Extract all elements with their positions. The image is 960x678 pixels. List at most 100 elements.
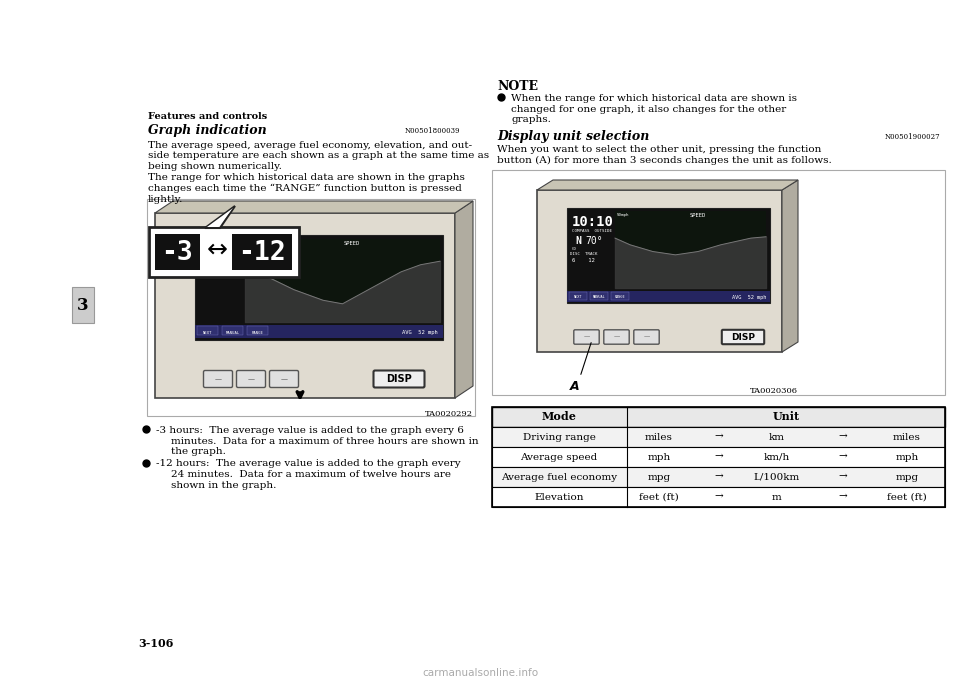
Text: ↔: ↔ bbox=[206, 238, 228, 262]
Text: CD: CD bbox=[572, 247, 577, 251]
FancyBboxPatch shape bbox=[634, 330, 660, 344]
Text: NEXT: NEXT bbox=[203, 330, 212, 334]
Text: Average fuel economy: Average fuel economy bbox=[501, 473, 617, 481]
Text: The average speed, average fuel economy, elevation, and out-: The average speed, average fuel economy,… bbox=[148, 141, 472, 150]
Text: SPEED: SPEED bbox=[344, 241, 360, 246]
Text: minutes.  Data for a maximum of three hours are shown in: minutes. Data for a maximum of three hou… bbox=[171, 437, 479, 445]
Text: button (A) for more than 3 seconds changes the unit as follows.: button (A) for more than 3 seconds chang… bbox=[497, 156, 831, 165]
Text: —: — bbox=[643, 334, 650, 340]
Text: →: → bbox=[715, 433, 724, 441]
FancyBboxPatch shape bbox=[722, 330, 764, 344]
FancyBboxPatch shape bbox=[574, 330, 599, 344]
Text: -12 hours:  The average value is added to the graph every: -12 hours: The average value is added to… bbox=[156, 460, 461, 468]
Text: km: km bbox=[768, 433, 784, 441]
Text: COMPASS: COMPASS bbox=[200, 240, 220, 245]
Text: miles: miles bbox=[645, 433, 673, 441]
Polygon shape bbox=[537, 180, 798, 190]
Text: 70°: 70° bbox=[585, 236, 603, 246]
Text: Average speed: Average speed bbox=[520, 452, 598, 462]
Bar bbox=[195, 325, 443, 338]
Text: AVG  52 mph: AVG 52 mph bbox=[402, 330, 438, 335]
Text: mpg: mpg bbox=[647, 473, 670, 481]
Text: mph: mph bbox=[896, 452, 919, 462]
Text: Elevation: Elevation bbox=[535, 492, 584, 502]
Text: DISC  TRACK: DISC TRACK bbox=[570, 252, 597, 256]
Text: 6    12: 6 12 bbox=[572, 258, 595, 263]
Text: miles: miles bbox=[893, 433, 921, 441]
Bar bbox=[147, 199, 475, 416]
Text: lightly.: lightly. bbox=[148, 195, 183, 203]
Bar bbox=[611, 292, 629, 300]
Text: When the range for which historical data are shown is: When the range for which historical data… bbox=[511, 94, 797, 103]
Bar bbox=[492, 487, 945, 507]
Text: -3 hours:  The average value is added to the graph every 6: -3 hours: The average value is added to … bbox=[156, 426, 464, 435]
Text: →: → bbox=[839, 433, 848, 441]
Text: DISP: DISP bbox=[731, 332, 755, 342]
Text: TA0020306: TA0020306 bbox=[750, 387, 798, 395]
Text: DISP: DISP bbox=[386, 374, 412, 384]
FancyBboxPatch shape bbox=[149, 227, 299, 277]
Bar bbox=[232, 234, 292, 270]
Polygon shape bbox=[455, 201, 473, 398]
Text: Graph indication: Graph indication bbox=[148, 124, 267, 137]
Bar bbox=[197, 326, 218, 335]
Text: N00501800039: N00501800039 bbox=[404, 127, 460, 135]
Text: feet (ft): feet (ft) bbox=[639, 492, 679, 502]
Bar bbox=[245, 239, 440, 322]
Text: 6    12: 6 12 bbox=[200, 274, 227, 279]
Polygon shape bbox=[205, 206, 235, 228]
Text: side temperature are each shown as a graph at the same time as: side temperature are each shown as a gra… bbox=[148, 151, 490, 161]
Text: mpg: mpg bbox=[896, 473, 919, 481]
Bar bbox=[155, 234, 200, 270]
FancyBboxPatch shape bbox=[270, 370, 299, 388]
Text: —: — bbox=[280, 376, 287, 382]
Text: -3: -3 bbox=[161, 240, 193, 266]
Text: 3-106: 3-106 bbox=[138, 638, 174, 649]
Bar bbox=[492, 467, 945, 487]
Bar bbox=[155, 213, 455, 398]
FancyBboxPatch shape bbox=[236, 370, 266, 388]
Text: Display unit selection: Display unit selection bbox=[497, 130, 649, 143]
Bar bbox=[567, 291, 770, 302]
Text: NOTE: NOTE bbox=[497, 80, 538, 93]
Text: m: m bbox=[772, 492, 781, 502]
Text: DISC  TRACK: DISC TRACK bbox=[198, 267, 226, 271]
Text: →: → bbox=[839, 492, 848, 502]
Bar bbox=[72, 287, 94, 323]
Text: —: — bbox=[214, 376, 222, 382]
Text: 3: 3 bbox=[77, 296, 89, 313]
Polygon shape bbox=[155, 201, 473, 213]
Text: -12: -12 bbox=[238, 240, 286, 266]
Polygon shape bbox=[782, 180, 798, 352]
Text: mph: mph bbox=[647, 452, 670, 462]
Text: RANGE: RANGE bbox=[614, 296, 625, 300]
Text: Unit: Unit bbox=[773, 412, 800, 422]
Text: N: N bbox=[575, 236, 581, 246]
FancyBboxPatch shape bbox=[373, 370, 424, 388]
Text: Mode: Mode bbox=[541, 412, 576, 422]
Text: the graph.: the graph. bbox=[171, 447, 226, 456]
Text: →: → bbox=[715, 452, 724, 462]
Text: 10:10: 10:10 bbox=[572, 215, 613, 229]
Text: being shown numerically.: being shown numerically. bbox=[148, 162, 282, 171]
Text: TA0020292: TA0020292 bbox=[425, 410, 473, 418]
Text: —: — bbox=[613, 334, 619, 340]
Text: L/100km: L/100km bbox=[754, 473, 800, 481]
Text: changed for one graph, it also changes for the other: changed for one graph, it also changes f… bbox=[511, 104, 786, 113]
Bar bbox=[222, 326, 243, 335]
Bar bbox=[492, 170, 945, 395]
Text: MANUAL: MANUAL bbox=[592, 296, 606, 300]
Text: Driving range: Driving range bbox=[522, 433, 595, 441]
Bar bbox=[492, 427, 945, 447]
Text: feet (ft): feet (ft) bbox=[887, 492, 926, 502]
Text: shown in the graph.: shown in the graph. bbox=[171, 481, 276, 490]
Text: RANGE: RANGE bbox=[252, 330, 263, 334]
Text: COMPASS  OUTSIDE: COMPASS OUTSIDE bbox=[572, 229, 612, 233]
Bar bbox=[492, 407, 945, 427]
Text: carmanualsonline.info: carmanualsonline.info bbox=[422, 668, 538, 678]
Text: The range for which historical data are shown in the graphs: The range for which historical data are … bbox=[148, 174, 465, 182]
Text: →: → bbox=[839, 452, 848, 462]
Text: A: A bbox=[570, 380, 580, 393]
Bar bbox=[590, 292, 608, 300]
Text: changes each time the “RANGE” function button is pressed: changes each time the “RANGE” function b… bbox=[148, 184, 462, 193]
